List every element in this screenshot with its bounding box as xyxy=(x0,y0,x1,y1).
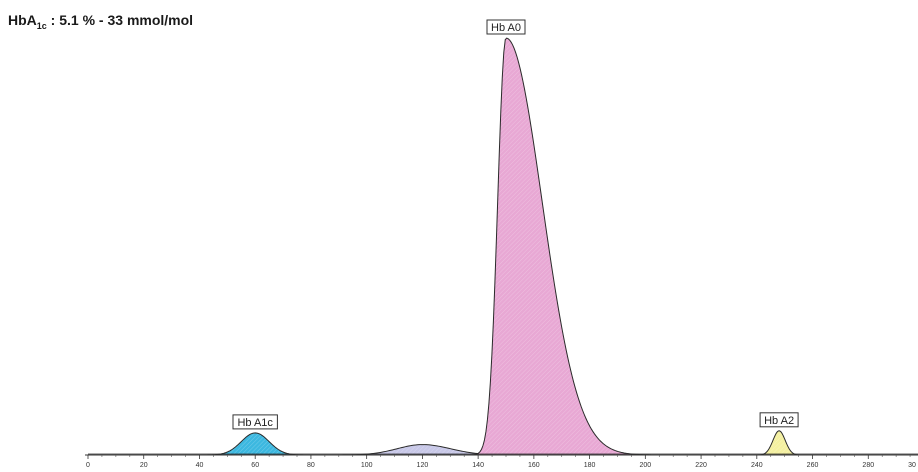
x-tick-label-60: 60 xyxy=(251,462,259,469)
peak-label-text: Hb A2 xyxy=(764,415,794,427)
x-tick-label-80: 80 xyxy=(307,462,315,469)
peak-hb-a0-outline xyxy=(472,37,651,456)
x-tick-label-160: 160 xyxy=(528,462,540,469)
chart-title-suffix: : 5.1 % - 33 mmol/mol xyxy=(46,12,194,28)
x-axis-ticks: 0 20 40 60 80 100 120 140 160 180 200 220 240 260 280 3… xyxy=(86,455,916,469)
peak-hb-a2-hatch xyxy=(754,430,804,455)
x-tick-label-280: 280 xyxy=(862,462,874,469)
peak-minor-peak-0-hatch xyxy=(322,444,534,455)
x-tick-label-200: 200 xyxy=(639,462,651,469)
x-tick-label-100: 100 xyxy=(361,462,373,469)
peaks-layer xyxy=(88,37,918,456)
x-tick-label-20: 20 xyxy=(140,462,148,469)
peak-label-hb-a2: Hb A2 xyxy=(759,412,799,428)
peak-labels: Hb A1c Hb A0 Hb A2 xyxy=(232,19,799,430)
x-tick-label-240: 240 xyxy=(751,462,763,469)
peak-label-hb-a0: Hb A0 xyxy=(486,19,526,35)
chart-title-subscript: 1c xyxy=(36,20,47,31)
peak-hb-a1c-hatch xyxy=(199,432,311,455)
x-tick-label-220: 220 xyxy=(695,462,707,469)
peak-label-box xyxy=(759,412,799,428)
peak-hb-a0-hatch xyxy=(472,38,651,456)
peak-label-hb-a1c: Hb A1c xyxy=(232,414,278,430)
x-tick-label-180: 180 xyxy=(584,462,596,469)
x-tick-label-40: 40 xyxy=(196,462,204,469)
x-tick-label-120: 120 xyxy=(417,462,429,469)
x-tick-label-300: 30 xyxy=(908,462,916,469)
x-tick-label-260: 260 xyxy=(807,462,819,469)
x-tick-label-140: 140 xyxy=(472,462,484,469)
peak-label-text: Hb A0 xyxy=(491,22,521,34)
chart-title: HbA1c : 5.1 % - 33 mmol/mol xyxy=(8,12,193,31)
peak-label-box xyxy=(232,414,278,430)
peak-label-box xyxy=(486,19,526,35)
x-tick-label-0: 0 xyxy=(86,462,90,469)
chart-title-prefix: HbA xyxy=(8,12,37,28)
peak-label-text: Hb A1c xyxy=(237,417,273,429)
